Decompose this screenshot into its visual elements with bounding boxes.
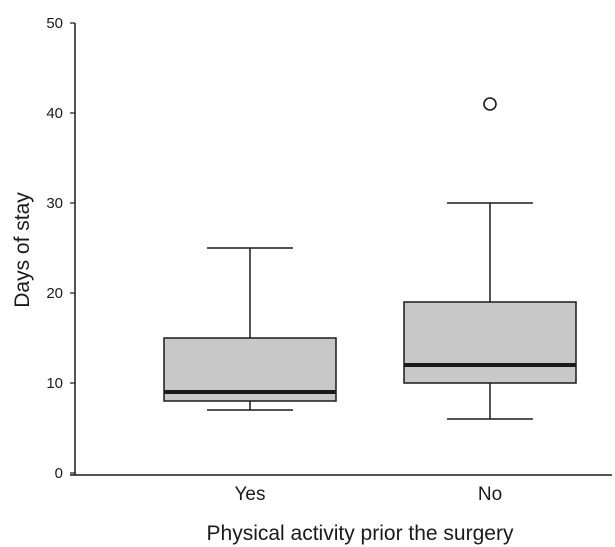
x-tick-label-yes: Yes [235,484,266,505]
x-tick-label-no: No [478,484,502,505]
y-tick-label-0: 0 [55,465,63,482]
y-tick-label-30: 30 [46,195,63,212]
box-no [403,301,577,384]
outlier-no-0 [483,97,497,111]
y-axis-title: Days of stay [11,192,34,308]
plot-area: 0 10 20 30 40 50 Yes No [46,15,612,505]
y-tick-label-40: 40 [46,105,63,122]
x-axis-title: Physical activity prior the surgery [207,522,514,545]
y-tick-label-10: 10 [46,375,63,392]
y-tick-label-50: 50 [46,15,63,32]
y-tick-label-20: 20 [46,285,63,302]
